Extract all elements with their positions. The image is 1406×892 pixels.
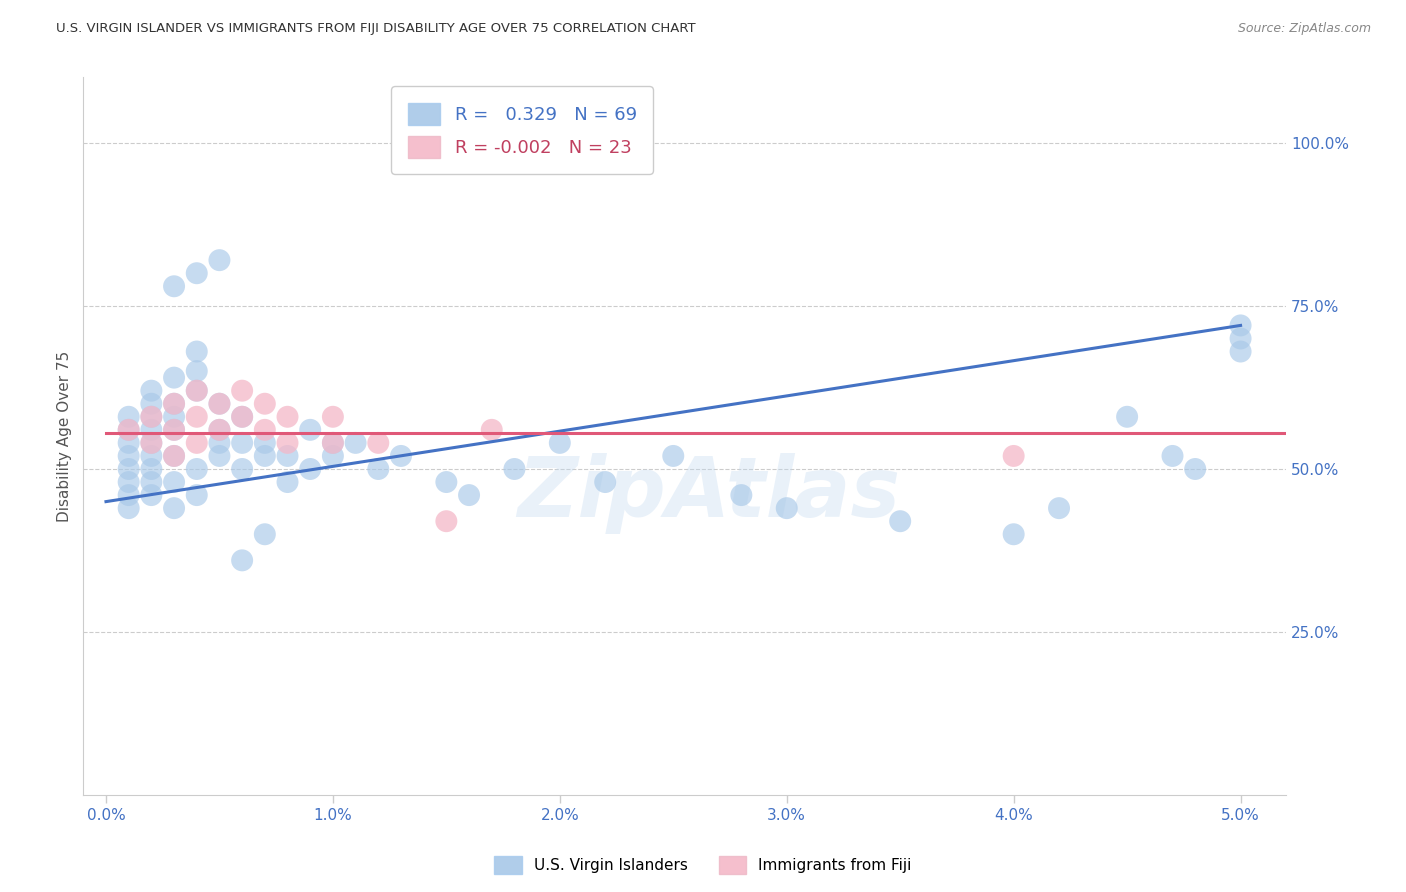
Point bbox=[163, 279, 186, 293]
Point bbox=[186, 384, 208, 398]
Point bbox=[776, 501, 799, 516]
Point bbox=[322, 436, 344, 450]
Point bbox=[186, 462, 208, 476]
Point bbox=[276, 475, 298, 489]
Point bbox=[1047, 501, 1070, 516]
Point bbox=[208, 423, 231, 437]
Point bbox=[208, 253, 231, 268]
Legend: R =   0.329   N = 69, R = -0.002   N = 23: R = 0.329 N = 69, R = -0.002 N = 23 bbox=[391, 87, 652, 174]
Point bbox=[141, 449, 163, 463]
Point bbox=[141, 436, 163, 450]
Point bbox=[299, 462, 322, 476]
Point bbox=[322, 449, 344, 463]
Y-axis label: Disability Age Over 75: Disability Age Over 75 bbox=[58, 351, 72, 522]
Point bbox=[253, 527, 276, 541]
Point bbox=[141, 409, 163, 424]
Point bbox=[186, 488, 208, 502]
Point bbox=[208, 397, 231, 411]
Point bbox=[1002, 449, 1025, 463]
Point bbox=[118, 423, 141, 437]
Point bbox=[548, 436, 571, 450]
Point bbox=[118, 423, 141, 437]
Text: Source: ZipAtlas.com: Source: ZipAtlas.com bbox=[1237, 22, 1371, 36]
Point bbox=[118, 409, 141, 424]
Point bbox=[730, 488, 752, 502]
Point bbox=[231, 553, 253, 567]
Point bbox=[276, 449, 298, 463]
Point bbox=[118, 436, 141, 450]
Point bbox=[141, 475, 163, 489]
Point bbox=[1229, 331, 1251, 345]
Point bbox=[118, 501, 141, 516]
Point bbox=[208, 423, 231, 437]
Point bbox=[186, 409, 208, 424]
Point bbox=[163, 423, 186, 437]
Text: U.S. VIRGIN ISLANDER VS IMMIGRANTS FROM FIJI DISABILITY AGE OVER 75 CORRELATION : U.S. VIRGIN ISLANDER VS IMMIGRANTS FROM … bbox=[56, 22, 696, 36]
Point bbox=[186, 436, 208, 450]
Point bbox=[141, 384, 163, 398]
Text: ZipAtlas: ZipAtlas bbox=[517, 453, 900, 534]
Point bbox=[186, 364, 208, 378]
Point bbox=[208, 397, 231, 411]
Point bbox=[231, 462, 253, 476]
Point bbox=[163, 397, 186, 411]
Point bbox=[458, 488, 481, 502]
Point bbox=[141, 409, 163, 424]
Point bbox=[367, 462, 389, 476]
Point bbox=[1002, 527, 1025, 541]
Point bbox=[231, 409, 253, 424]
Point bbox=[503, 462, 526, 476]
Point bbox=[118, 449, 141, 463]
Point bbox=[163, 397, 186, 411]
Point bbox=[662, 449, 685, 463]
Point bbox=[276, 436, 298, 450]
Point bbox=[118, 488, 141, 502]
Point bbox=[186, 266, 208, 280]
Point bbox=[231, 384, 253, 398]
Point bbox=[1116, 409, 1139, 424]
Point bbox=[208, 449, 231, 463]
Point bbox=[186, 384, 208, 398]
Point bbox=[1229, 344, 1251, 359]
Point bbox=[1229, 318, 1251, 333]
Point bbox=[434, 475, 457, 489]
Point bbox=[322, 436, 344, 450]
Point bbox=[593, 475, 616, 489]
Point bbox=[163, 449, 186, 463]
Point bbox=[231, 436, 253, 450]
Point bbox=[163, 409, 186, 424]
Point bbox=[434, 514, 457, 528]
Point bbox=[367, 436, 389, 450]
Point bbox=[389, 449, 412, 463]
Point bbox=[163, 475, 186, 489]
Point bbox=[299, 423, 322, 437]
Point bbox=[141, 488, 163, 502]
Point bbox=[322, 409, 344, 424]
Point bbox=[253, 436, 276, 450]
Point bbox=[889, 514, 911, 528]
Point bbox=[276, 409, 298, 424]
Point bbox=[208, 436, 231, 450]
Point bbox=[231, 409, 253, 424]
Point bbox=[1184, 462, 1206, 476]
Point bbox=[481, 423, 503, 437]
Point bbox=[344, 436, 367, 450]
Legend: U.S. Virgin Islanders, Immigrants from Fiji: U.S. Virgin Islanders, Immigrants from F… bbox=[488, 850, 918, 880]
Point bbox=[253, 449, 276, 463]
Point bbox=[163, 501, 186, 516]
Point bbox=[253, 423, 276, 437]
Point bbox=[141, 397, 163, 411]
Point bbox=[1161, 449, 1184, 463]
Point bbox=[118, 475, 141, 489]
Point bbox=[163, 423, 186, 437]
Point bbox=[141, 423, 163, 437]
Point bbox=[163, 449, 186, 463]
Point bbox=[118, 462, 141, 476]
Point bbox=[186, 344, 208, 359]
Point bbox=[253, 397, 276, 411]
Point bbox=[141, 436, 163, 450]
Point bbox=[163, 370, 186, 384]
Point bbox=[141, 462, 163, 476]
